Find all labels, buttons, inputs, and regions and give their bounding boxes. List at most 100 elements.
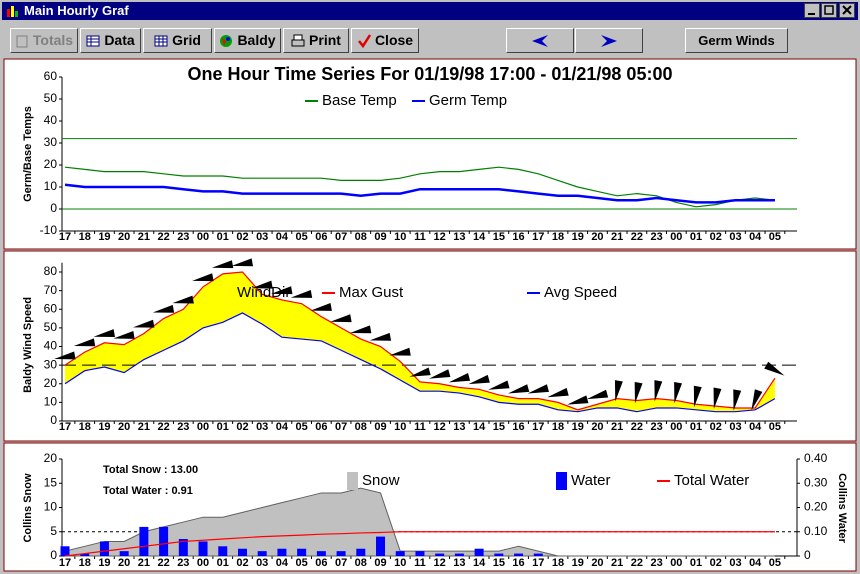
- x-tick-label: 18: [552, 557, 564, 569]
- x-tick-label: 07: [335, 557, 347, 569]
- wind-arrow: [73, 338, 96, 347]
- legend-label: Germ Temp: [429, 92, 507, 109]
- wind-arrow: [113, 330, 135, 339]
- legend-swatch: [556, 472, 567, 490]
- x-tick-label: 23: [177, 421, 189, 433]
- x-tick-label: 03: [729, 421, 741, 433]
- bar: [474, 548, 484, 556]
- x-tick-label: 06: [315, 557, 327, 569]
- x-tick-label: 20: [118, 231, 130, 243]
- data-button[interactable]: Data: [80, 28, 141, 53]
- window-controls[interactable]: [804, 3, 856, 19]
- prev-button[interactable]: [506, 28, 574, 53]
- y-tick-label: 70: [44, 283, 58, 297]
- bar: [80, 553, 90, 556]
- x-tick-label: 03: [256, 421, 268, 433]
- x-tick-label: 18: [552, 421, 564, 433]
- panel: [3, 58, 857, 250]
- x-tick-label: 01: [217, 557, 229, 569]
- y-tick-label: 20: [44, 376, 58, 390]
- x-tick-label: 05: [296, 231, 308, 243]
- baldy-button[interactable]: Baldy: [214, 28, 281, 53]
- x-tick-label: 18: [79, 421, 91, 433]
- x-tick-label: 02: [710, 231, 722, 243]
- x-tick-label: 01: [217, 231, 229, 243]
- x-tick-label: 11: [414, 421, 426, 433]
- y-tick-label: 10: [44, 395, 58, 409]
- bar: [139, 526, 149, 556]
- x-tick-label: 12: [434, 557, 446, 569]
- y-tick-label: 40: [44, 339, 58, 353]
- y-tick-label: 15: [44, 475, 58, 489]
- bar: [119, 551, 129, 556]
- wind-arrow: [654, 380, 663, 402]
- x-tick-label: 16: [512, 557, 524, 569]
- x-tick-label: 14: [473, 231, 486, 243]
- wind-arrow: [429, 369, 451, 379]
- x-tick-label: 16: [512, 421, 524, 433]
- grid-button[interactable]: Grid: [143, 28, 212, 53]
- x-tick-label: 02: [236, 421, 248, 433]
- wind-arrow: [409, 367, 431, 377]
- x-tick-label: 02: [710, 557, 722, 569]
- x-tick-label: 21: [611, 421, 623, 433]
- x-tick-label: 05: [769, 557, 781, 569]
- x-tick-label: 04: [749, 421, 762, 433]
- totals-button[interactable]: Totals: [10, 28, 78, 53]
- wind-arrow: [93, 329, 115, 337]
- x-tick-label: 09: [374, 557, 386, 569]
- next-button[interactable]: [575, 28, 643, 53]
- x-tick-label: 14: [473, 421, 486, 433]
- x-tick-label: 16: [512, 231, 524, 243]
- print-button[interactable]: Print: [283, 28, 349, 53]
- bar: [218, 546, 228, 556]
- annotation: Total Water : 0.91: [103, 485, 193, 497]
- x-tick-label: 18: [79, 557, 91, 569]
- x-tick-label: 13: [453, 231, 465, 243]
- germ-winds-button[interactable]: Germ Winds: [685, 28, 788, 53]
- wind-arrow: [133, 319, 155, 328]
- x-tick-label: 00: [670, 421, 682, 433]
- bar: [257, 551, 267, 556]
- y-tick-label: 5: [50, 524, 57, 538]
- x-tick-label: 07: [335, 231, 347, 243]
- y2-tick-label: 0: [804, 548, 811, 562]
- line: [64, 271, 776, 411]
- y-tick-label: 10: [44, 179, 58, 193]
- x-tick-label: 00: [197, 557, 209, 569]
- x-tick-label: 03: [256, 231, 268, 243]
- wind-arrow: [310, 303, 332, 311]
- wind-arrow: [547, 387, 569, 398]
- x-tick-label: 13: [453, 421, 465, 433]
- y-tick-label: 60: [44, 69, 58, 83]
- x-tick-label: 17: [59, 231, 71, 243]
- x-tick-label: 04: [276, 557, 289, 569]
- x-tick-label: 09: [374, 231, 386, 243]
- wind-arrow: [693, 385, 702, 408]
- window-title: Main Hourly Graf: [24, 3, 129, 18]
- y-tick-label: 20: [44, 451, 58, 465]
- x-tick-label: 19: [98, 421, 110, 433]
- wind-arrow: [567, 395, 589, 405]
- wind-arrow: [634, 381, 643, 404]
- x-tick-label: 03: [729, 557, 741, 569]
- bar: [454, 553, 464, 556]
- x-tick-label: 02: [236, 557, 248, 569]
- band: [65, 272, 775, 412]
- y2-tick-label: 0.30: [804, 475, 828, 489]
- close-button[interactable]: Close: [351, 28, 419, 53]
- x-tick-label: 15: [493, 557, 505, 569]
- x-tick-label: 11: [414, 231, 426, 243]
- x-tick-label: 19: [572, 557, 584, 569]
- wind-arrow: [231, 258, 254, 267]
- wind-arrow: [369, 332, 392, 341]
- x-tick-label: 05: [769, 421, 781, 433]
- x-tick-label: 19: [98, 231, 110, 243]
- y-tick-label: 50: [44, 320, 58, 334]
- wind-arrow: [674, 381, 682, 404]
- wind-arrow: [751, 389, 763, 411]
- x-tick-label: 00: [197, 231, 209, 243]
- x-tick-label: 19: [572, 231, 584, 243]
- bar: [356, 548, 366, 556]
